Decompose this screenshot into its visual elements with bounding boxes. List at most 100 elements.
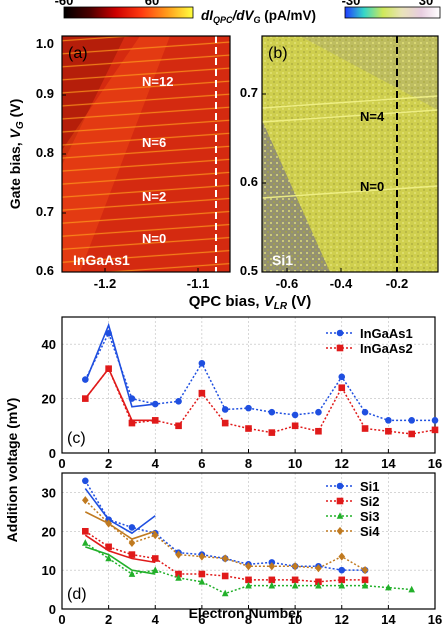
legend-si1-label: Si1 [360,479,380,494]
series-si2-point [268,576,276,584]
chart-d-ytick-label: 0 [49,602,56,617]
series-si4-point [315,564,322,573]
series-ingaas1-point [128,395,136,402]
series-si3-point [221,589,229,597]
series-si1-fit-line [84,488,156,535]
legend-si4-marker [336,526,344,536]
series-ingaas1-point [385,417,392,424]
map-xlabel: QPC bias, VLR (V) [189,293,312,312]
series-si4-point [361,566,369,575]
series-si2-point [105,543,112,551]
series-si3-point [175,574,182,581]
panel-a-map: (a) N=12 N=6 N=2 N=0 InGaAs1 [61,35,231,273]
series-si3-point [105,554,112,562]
chart-d-xtick-label: 4 [152,612,160,625]
chart-c-xtick-label: 4 [152,456,160,471]
colorbar-right-min: -30 [342,0,361,8]
series-ingaas2-point [128,419,136,427]
colorbar-left-max: 60 [145,0,159,8]
series-ingaas2-point [105,365,112,372]
panel-a-axes: 0.6 0.7 0.8 0.9 1.0 -1.2 -1.1 [36,36,209,291]
legend-ingaas2-marker [336,344,344,352]
series-ingaas1-fit-line [84,322,156,408]
panel-b-xtick-n0.4: -0.4 [330,276,353,291]
series-si4-point [245,562,252,571]
chart-d-xtick-label: 6 [198,612,205,625]
panel-b-label: (b) [268,45,288,62]
chart-d-frame [61,472,436,610]
colorbar-left-min: -60 [55,0,74,8]
series-si4-point [221,554,229,563]
panel-a-annotation-n12: N=12 [142,74,173,89]
legend-si3-marker [336,512,344,519]
series-ingaas2-point [385,427,392,435]
series-si4-point [175,550,182,559]
series-si3-point [338,581,346,589]
series-ingaas2-point [408,430,415,438]
panel-b-bright-rows [261,95,439,199]
series-si2-point [221,572,229,580]
series-si4-point [82,496,89,505]
panel-a-sample-label: InGaAs1 [73,252,130,268]
series-si4-point [338,552,346,561]
series-ingaas1-point [175,398,182,405]
chart-c-xtick-label: 2 [105,456,112,471]
series-ingaas1-point [245,404,252,412]
legend-ingaas1-marker [336,329,344,337]
chart-d-ytick-label: 30 [42,485,56,500]
series-si2-point [128,551,136,558]
series-ingaas1-point [82,376,89,383]
series-si1-point [128,524,136,531]
chart-c-xtick-label: 14 [381,456,396,471]
legend-ingaas1-label: InGaAs1 [360,326,413,341]
chart-d-xtick-label: 8 [245,612,252,625]
legend-si4-label: Si4 [360,524,380,539]
chart-c-panel-label: (c) [67,430,86,447]
series-ingaas1-point [408,417,415,424]
series-ingaas2-point [431,426,439,434]
chart-c-ytick-label: 40 [42,337,56,352]
legend-si1-marker [336,482,344,490]
panel-b-sample-label: Si1 [272,252,293,268]
series-ingaas2-point [291,422,299,430]
colorbar-left: -60 60 [55,0,194,19]
panel-a-ytick-0.9: 0.9 [36,86,54,101]
chart-d-panel-label: (d) [67,586,87,603]
colorbar-right-max: 30 [419,0,433,8]
series-si3-point [82,539,89,546]
legend-ingaas2-label: InGaAs2 [360,341,413,356]
panel-b-xtick-n0.2: -0.2 [386,276,408,291]
series-si2-point [82,527,89,535]
chart-c-xtick-label: 8 [245,456,252,471]
series-si3-point [291,581,299,589]
series-si2-point [338,576,346,584]
series-si2-point [198,570,206,578]
chart-c-xtick-label: 6 [198,456,205,471]
chart-c-xtick-label: 10 [288,456,302,471]
colorbar-quantity-label: dIQPC/dVG (pA/mV) [201,8,316,25]
panel-a-label: (a) [68,45,88,62]
series-si3-point [361,581,369,589]
legend-si2-marker [336,497,344,505]
panel-a-ytick-0.8: 0.8 [36,145,54,160]
series-si1-point [82,477,89,485]
series-ingaas2-point [198,389,206,397]
series-si3-fit-line [85,546,156,575]
series-ingaas2-point [175,422,182,430]
series-ingaas2-point [245,425,252,432]
chart-d-ytick-label: 10 [42,563,56,578]
chart-c-ytick-label: 20 [42,392,56,407]
panel-a-annotation-n2: N=2 [142,189,166,204]
panel-b-map: (b) N=4 N=0 Si1 [261,35,439,273]
chart-d-xtick-label: 14 [381,612,396,625]
series-ingaas2-point [151,417,159,424]
series-ingaas1-point [221,406,229,413]
chart-c-xtick-label: 12 [335,456,349,471]
series-si2-point [245,576,252,584]
chart-d-xtick-label: 2 [105,612,112,625]
panel-a-xtick-n1.2: -1.2 [94,276,116,291]
series-ingaas1-point [315,408,322,416]
series-ingaas1-point [291,411,299,419]
